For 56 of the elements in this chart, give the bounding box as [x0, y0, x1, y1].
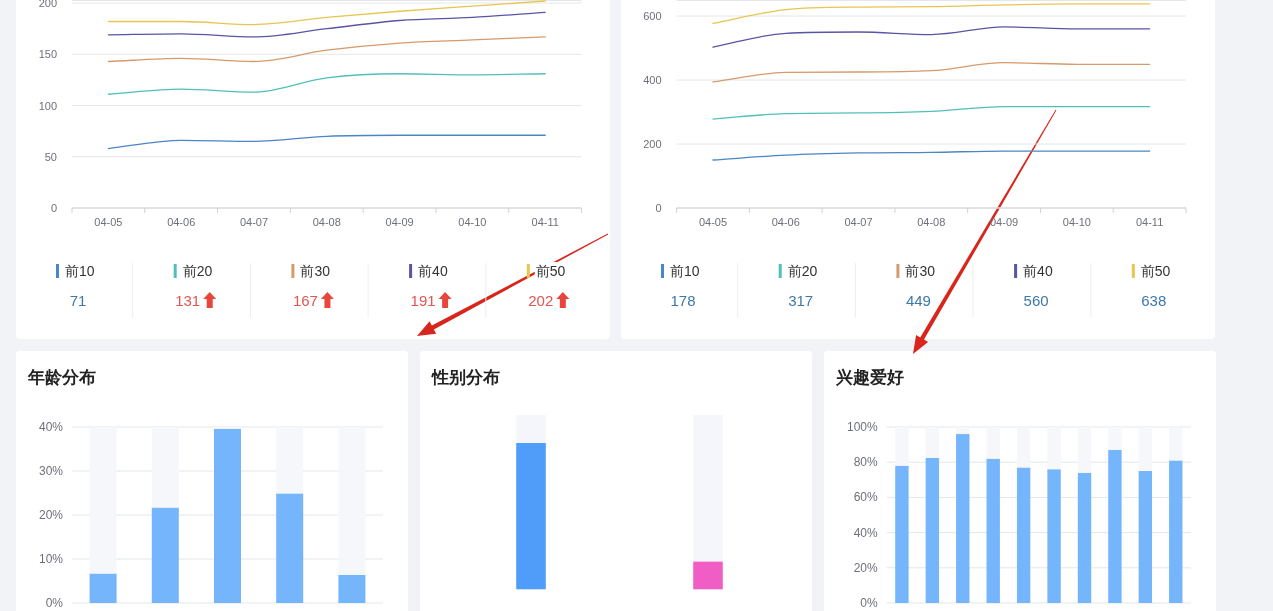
y-tick-label: 400 — [643, 74, 662, 86]
x-tick-label: 04-06 — [771, 216, 800, 228]
y-tick-label: 40% — [38, 420, 63, 434]
y-tick-label: 60% — [853, 490, 878, 505]
x-tick-label: 04-10 — [1062, 216, 1091, 228]
y-tick-label: 80% — [853, 455, 878, 470]
x-tick-label: 04-06 — [167, 216, 196, 228]
y-tick-label: 200 — [38, 0, 57, 10]
x-tick-label: 04-05 — [94, 216, 123, 228]
annotation: 131 — [175, 291, 201, 309]
y-tick-label: 200 — [643, 138, 662, 150]
x-tick-label: 04-10 — [458, 216, 487, 228]
title: 性别分布 — [432, 367, 500, 387]
y-tick-label: 0% — [860, 596, 878, 610]
legend-label: 前20 — [182, 263, 213, 279]
legend-label: 前20 — [787, 263, 818, 279]
annotation: 560 — [1023, 291, 1049, 309]
legend-label: 前40 — [1023, 263, 1053, 279]
y-tick-label: 600 — [643, 10, 662, 22]
y-tick-label: 30% — [38, 464, 63, 478]
legend-label: 前30 — [300, 263, 330, 279]
annotation: 167 — [292, 291, 318, 309]
x-tick-label: 04-09 — [385, 216, 414, 228]
y-tick-label: 150 — [38, 48, 57, 61]
y-tick-label: 50 — [44, 150, 57, 163]
title: 年龄分布 — [28, 367, 96, 387]
y-tick-label: 100 — [38, 99, 57, 112]
legend-label: 前30 — [905, 263, 935, 279]
legend-label: 前10 — [65, 263, 95, 279]
x-tick-label: 04-07 — [239, 216, 269, 228]
y-tick-label: 0 — [50, 202, 57, 214]
legend-label: 前50 — [535, 263, 566, 279]
annotation: 317 — [788, 291, 814, 309]
y-tick-label: 20% — [853, 560, 878, 575]
y-tick-label: 100% — [847, 420, 878, 434]
x-tick-label: 04-07 — [844, 216, 873, 228]
x-tick-label: 04-11 — [531, 216, 559, 228]
y-tick-label: 0 — [655, 202, 662, 214]
y-tick-label: 10% — [38, 552, 63, 566]
legend-label: 前10 — [670, 263, 700, 279]
legend-label: 前50 — [1140, 263, 1171, 279]
x-tick-label: 04-08 — [312, 216, 341, 228]
y-tick-label: 0% — [45, 596, 63, 610]
annotation: 638 — [1141, 291, 1167, 309]
x-tick-label: 04-11 — [1135, 216, 1164, 228]
legend-label: 前40 — [418, 263, 448, 279]
y-tick-label: 20% — [38, 508, 63, 522]
title: 兴趣爱好 — [836, 367, 904, 387]
annotation: 449 — [905, 291, 931, 309]
y-tick-label: 40% — [853, 525, 878, 540]
annotation: 178 — [670, 291, 696, 309]
annotation: 191 — [410, 291, 436, 309]
annotation: 202 — [528, 291, 554, 309]
annotation: 71 — [69, 291, 87, 309]
x-tick-label: 04-08 — [917, 216, 946, 228]
x-tick-label: 04-05 — [698, 216, 728, 228]
